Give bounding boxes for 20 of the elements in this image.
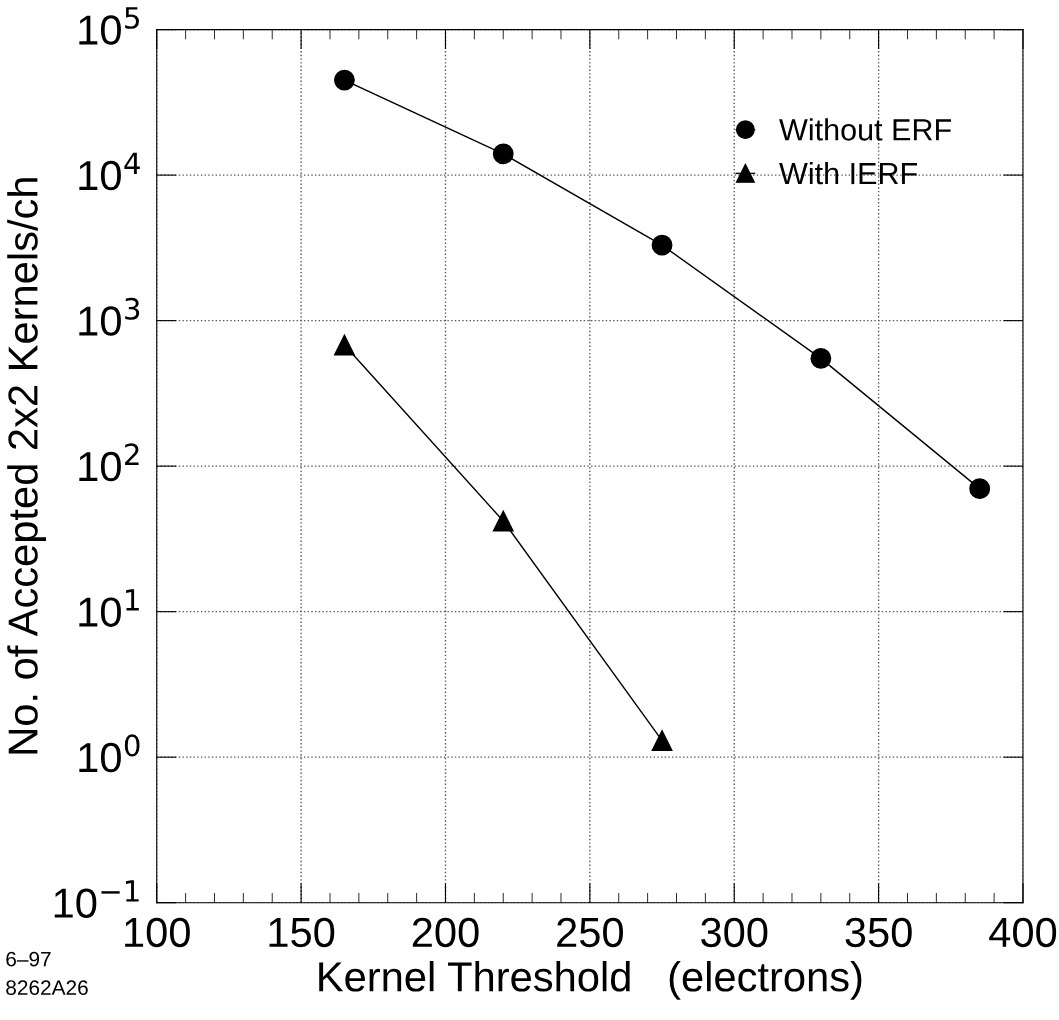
x-tick-label: 150 <box>269 917 335 948</box>
y-tick-label: 10$^{1}$ <box>79 589 139 627</box>
x-tick-label: 400 <box>989 917 1057 948</box>
x-tick-label: 250 <box>557 917 623 948</box>
y-tick-label: 10$^{3}$ <box>79 297 140 336</box>
y-axis-title: No. of Accepted 2x2 Kernels/ch <box>7 178 47 754</box>
x-tick-label: 100 <box>125 917 190 948</box>
text: 6–97 <box>6 951 51 967</box>
y-tick-label: 10$^{2}$ <box>79 443 139 482</box>
y-tick-label: 10$^{4}$ <box>79 152 140 191</box>
legend-label: Without ERF <box>779 118 951 141</box>
y-tick-label: 10$^{0}$ <box>79 734 140 773</box>
x-tick-label: 300 <box>701 917 768 948</box>
x-tick-label: 200 <box>412 917 479 948</box>
x-tick-label: 350 <box>845 917 912 948</box>
legend-label: With IERF <box>779 161 917 185</box>
x-axis-title: Kernel Threshold (electrons) <box>319 960 862 1000</box>
text: 8262A26 <box>6 980 88 995</box>
y-tick-label: 10$^{−1}$ <box>54 880 139 918</box>
y-tick-label: 10$^{5}$ <box>79 7 139 45</box>
